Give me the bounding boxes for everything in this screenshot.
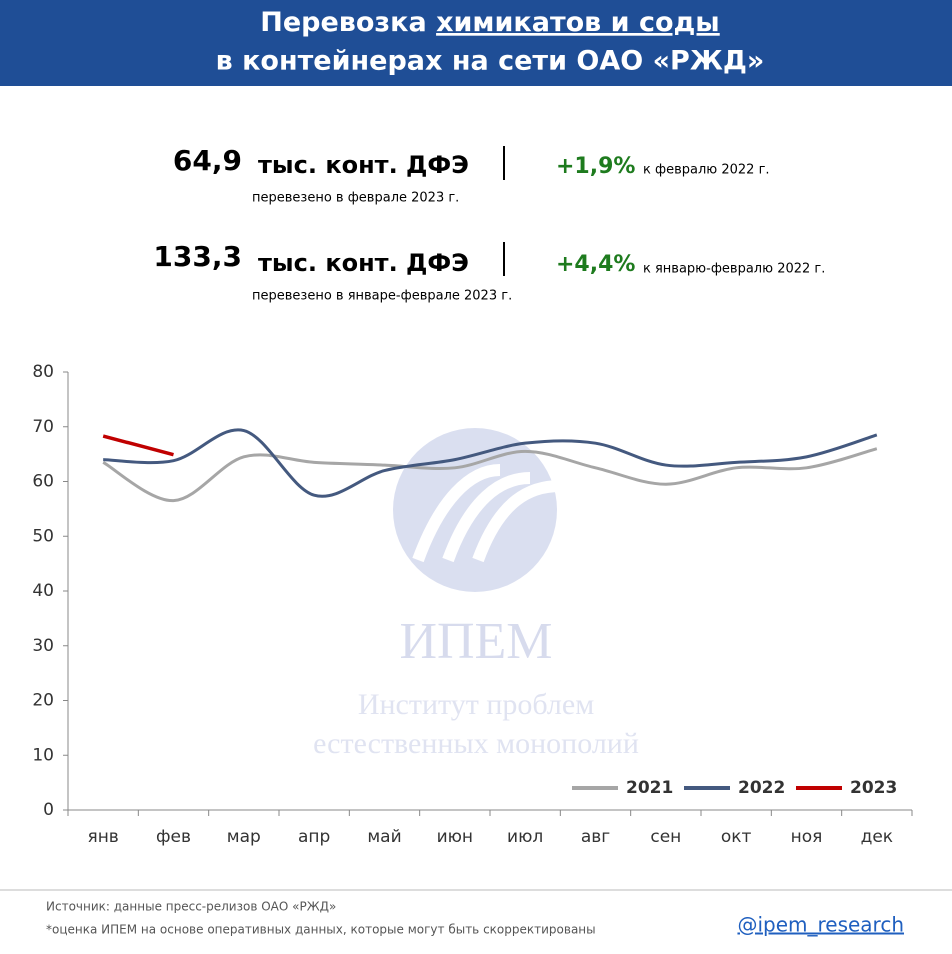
y-tick-label: 10: [32, 745, 54, 765]
legend-label: 2021: [626, 778, 673, 798]
x-tick-label: мар: [227, 827, 261, 847]
x-tick-label: ноя: [791, 827, 823, 847]
title-underlined: химикатов и соды: [436, 7, 720, 38]
watermark-name: ИПЕМ: [399, 613, 552, 670]
kpi-change: +1,9%: [556, 154, 635, 179]
plot: 0 10 20 30 40 50 60 70 80 янв фев мар апр май июн июл ав…: [32, 362, 913, 847]
kpi-caption: перевезено в январе-феврале 2023 г.: [252, 289, 512, 304]
y-tick-label: 0: [43, 800, 54, 820]
y-tick-label: 40: [32, 581, 54, 601]
header-bar: [0, 0, 952, 86]
footer-source: Источник: данные пресс-релизов ОАО «РЖД»: [46, 900, 336, 914]
x-tick-label: окт: [721, 827, 752, 847]
y-tick-label: 60: [32, 472, 54, 492]
x-tick-label: сен: [650, 827, 681, 847]
y-tick-label: 70: [32, 417, 54, 437]
watermark: ИПЕМ Институт проблем естественных моноп…: [313, 428, 639, 760]
x-tick-label: июн: [437, 827, 473, 847]
x-tick-label: фев: [156, 827, 191, 847]
x-tick-label: июл: [507, 827, 543, 847]
y-tick-label: 80: [32, 362, 54, 382]
footer-note: *оценка ИПЕМ на основе оперативных данны…: [46, 923, 596, 937]
legend-label: 2022: [738, 778, 785, 798]
logo-stripes: [412, 464, 561, 563]
y-tick-label: 20: [32, 691, 54, 711]
kpi-value: 64,9: [173, 144, 242, 177]
series-line: [103, 428, 878, 498]
kpi: 64,9 тыс. конт. ДФЭ перевезено в феврале…: [153, 144, 825, 304]
title-part: Перевозка: [260, 7, 426, 38]
kpi-unit: тыс. конт. ДФЭ: [258, 151, 469, 179]
kpi-caption: перевезено в феврале 2023 г.: [252, 191, 459, 206]
footer-handle[interactable]: @ipem_research: [737, 913, 904, 937]
y-tick-label: 30: [32, 636, 54, 656]
x-tick-label: май: [367, 827, 401, 847]
watermark-line: естественных монополий: [313, 727, 639, 760]
kpi-change: +4,4%: [556, 252, 635, 277]
kpi-change-note: к январю-февралю 2022 г.: [643, 262, 825, 277]
x-tick-label: дек: [861, 827, 893, 847]
x-tick-label: янв: [87, 827, 118, 847]
legend-label: 2023: [850, 778, 897, 798]
title-line1: Перевозка химикатов и соды: [260, 7, 719, 38]
x-tick-label: авг: [581, 827, 610, 847]
x-tick-label: апр: [298, 827, 330, 847]
y-tick-label: 50: [32, 526, 54, 546]
series-line: [102, 447, 878, 503]
title-line2: в контейнерах на сети ОАО «РЖД»: [216, 46, 765, 77]
series-line: [102, 434, 174, 457]
kpi-change-note: к февралю 2022 г.: [643, 163, 770, 178]
watermark-line: Институт проблем: [358, 688, 594, 721]
kpi-unit: тыс. конт. ДФЭ: [258, 249, 469, 277]
kpi-value: 133,3: [153, 240, 242, 273]
